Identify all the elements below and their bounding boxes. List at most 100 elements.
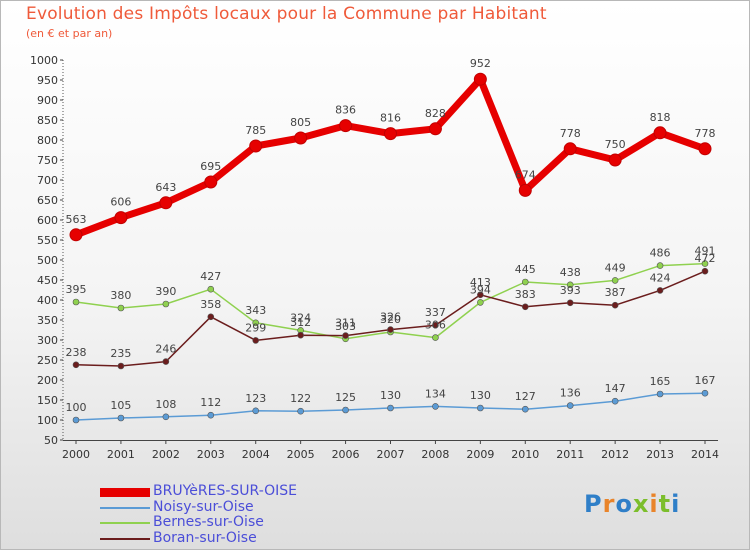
data-point [432,334,439,341]
data-point [656,262,664,269]
y-tick-label: 350 [37,314,58,327]
data-label: 836 [335,104,356,117]
x-tick-label: 2001 [107,448,135,461]
data-point [297,331,304,339]
data-point [162,358,170,365]
data-point [207,285,215,293]
data-point [656,287,664,294]
data-point [342,406,349,414]
data-point [611,301,619,309]
axes: 50 100 150 200 250 300 350 400 450 500 550 600 650 70… [30,54,719,461]
data-label: 816 [380,112,401,125]
data-point [566,281,574,289]
data-labels: 563 606 643 695 785 805 836 816 828 952 674 778 750 8… [66,57,716,414]
data-point [701,267,709,275]
data-label: 424 [650,271,671,284]
data-label: 324 [290,311,311,324]
data-label: 383 [515,288,536,301]
data-point [566,299,574,307]
x-tick-label: 2007 [377,448,405,461]
data-label: 387 [605,286,626,299]
data-label: 167 [695,374,716,387]
data-label: 123 [245,392,266,405]
data-label: 695 [200,160,221,173]
data-point [656,390,664,398]
data-point [477,299,484,306]
data-label: 805 [290,116,311,129]
y-tick-label: 450 [37,274,58,287]
data-label: 491 [695,245,716,258]
data-label: 112 [200,396,221,409]
x-tick-label: 2004 [242,448,270,461]
legend-label: BRUYèRES-SUR-OISE [153,483,298,499]
data-label: 828 [425,107,446,120]
x-tick-label: 2012 [601,448,629,461]
x-tick-label: 2002 [152,448,180,461]
data-label: 127 [515,390,536,403]
x-tick-label: 2000 [62,448,90,461]
data-point [387,404,394,412]
y-tick-label: 1000 [30,54,58,67]
data-label: 394 [470,283,491,296]
data-label: 393 [560,284,581,297]
data-point [387,326,394,333]
y-tick-label: 500 [37,254,58,267]
data-label: 130 [380,389,401,402]
data-label: 818 [650,111,671,124]
data-label: 674 [515,168,536,181]
data-label: 125 [335,391,356,404]
data-label: 105 [110,399,131,412]
y-tick-label: 700 [37,174,58,187]
data-point [339,119,353,133]
data-point [114,211,128,225]
data-point [701,389,709,397]
data-point [249,139,263,153]
data-point [72,416,80,424]
data-label: 778 [695,127,716,140]
data-label: 165 [650,375,671,388]
series-boran-sur-oise [72,267,709,370]
y-tick-label: 850 [37,114,58,127]
data-point [521,278,529,286]
legend-swatch [100,537,150,540]
y-tick-label: 600 [37,214,58,227]
data-label: 750 [605,138,626,151]
data-label: 358 [200,298,221,311]
x-tick-label: 2010 [511,448,539,461]
data-label: 785 [245,124,266,137]
y-tick-label: 300 [37,334,58,347]
data-point [608,153,622,167]
data-point [252,337,260,344]
data-point [117,414,125,422]
data-point [207,313,215,321]
data-point [72,361,80,369]
data-point [72,298,80,306]
data-label: 100 [66,401,87,414]
legend-label: Boran-sur-Oise [153,529,257,546]
data-label: 311 [335,317,356,330]
data-label: 134 [425,387,446,400]
data-label: 449 [605,261,626,274]
data-point [477,404,484,412]
chart-subtitle: (en € et par an) [26,27,113,40]
data-point [159,196,173,210]
data-point [294,131,308,145]
y-tick-label: 50 [44,434,58,447]
series-layer [69,72,712,424]
data-label: 312 [290,316,311,329]
data-label: 235 [110,347,131,360]
data-point [342,332,349,339]
y-tick-label: 100 [37,414,58,427]
series-bruyeres-sur-oise [69,72,712,242]
data-label: 303 [335,320,356,333]
data-point [428,122,442,136]
x-tick-label: 2013 [646,448,674,461]
data-label: 472 [695,252,716,265]
data-label: 108 [155,398,176,411]
data-label: 390 [155,285,176,298]
data-point [432,321,439,329]
data-label: 413 [470,276,491,289]
data-label: 337 [425,306,446,319]
data-label: 122 [290,392,311,405]
